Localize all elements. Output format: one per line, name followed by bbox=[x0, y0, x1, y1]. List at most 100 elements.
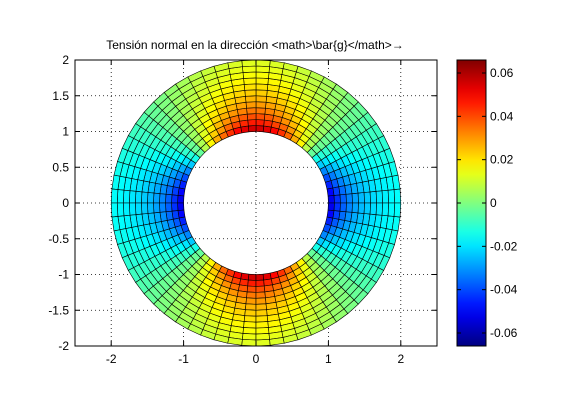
colorbar-tick-label: 0.04 bbox=[490, 109, 514, 123]
field-patch bbox=[243, 77, 257, 85]
field-patch bbox=[128, 190, 137, 204]
field-patch bbox=[387, 202, 396, 217]
field-patch bbox=[110, 188, 119, 204]
field-patch bbox=[363, 191, 371, 204]
field-patch bbox=[393, 202, 402, 218]
field-patch bbox=[387, 189, 396, 204]
y-tick-label: -1.5 bbox=[48, 303, 69, 317]
field-patch bbox=[255, 315, 269, 323]
y-tick-label: 0 bbox=[62, 196, 69, 210]
field-patch bbox=[243, 315, 257, 323]
field-patch bbox=[255, 95, 267, 103]
field-patch bbox=[171, 194, 179, 204]
field-patch bbox=[245, 101, 257, 109]
field-patch bbox=[381, 189, 390, 204]
stress-field-patches bbox=[110, 59, 402, 347]
field-patch bbox=[159, 193, 167, 204]
field-patch bbox=[242, 327, 257, 335]
y-tick-label: 1 bbox=[62, 125, 69, 139]
field-patch bbox=[244, 89, 257, 97]
field-patch bbox=[135, 202, 143, 216]
x-tick-label: 1 bbox=[325, 352, 332, 366]
field-patch bbox=[369, 190, 377, 204]
x-tick-label: -1 bbox=[178, 352, 189, 366]
field-patch bbox=[244, 309, 257, 317]
field-patch bbox=[357, 192, 365, 204]
field-patch bbox=[246, 113, 257, 121]
field-patch bbox=[122, 202, 131, 217]
field-patch bbox=[339, 193, 347, 204]
field-patch bbox=[247, 125, 257, 133]
colorbar-tick-label: 0 bbox=[490, 196, 497, 210]
field-patch bbox=[345, 202, 353, 213]
colorbar-tick-label: -0.06 bbox=[490, 326, 518, 340]
field-patch bbox=[141, 191, 149, 204]
colorbar-tick-label: 0.06 bbox=[490, 66, 514, 80]
field-patch bbox=[255, 309, 268, 317]
field-patch bbox=[381, 202, 390, 217]
field-patch bbox=[255, 65, 270, 73]
field-patch bbox=[255, 291, 266, 299]
field-patch bbox=[255, 273, 265, 281]
field-patch bbox=[245, 297, 257, 305]
field-patch bbox=[255, 83, 269, 91]
field-patch bbox=[159, 202, 167, 213]
field-patch bbox=[116, 202, 125, 217]
field-patch bbox=[255, 59, 271, 67]
y-tick-label: -1 bbox=[58, 268, 69, 282]
field-patch bbox=[255, 339, 271, 347]
colorbar-scale bbox=[456, 59, 487, 347]
field-patch bbox=[255, 71, 270, 79]
field-patch bbox=[153, 202, 161, 214]
field-patch bbox=[177, 195, 185, 204]
field-patch bbox=[351, 202, 359, 214]
y-tick-label: 1.5 bbox=[52, 89, 69, 103]
y-tick-label: 2 bbox=[62, 53, 69, 67]
field-patch bbox=[128, 202, 137, 216]
field-patch bbox=[255, 89, 268, 97]
field-patch bbox=[241, 59, 257, 67]
field-patch bbox=[255, 321, 269, 329]
field-patch bbox=[255, 101, 267, 109]
field-patch bbox=[333, 202, 341, 212]
field-patch bbox=[327, 202, 335, 211]
field-patch bbox=[247, 279, 257, 287]
field-patch bbox=[246, 291, 257, 299]
field-patch bbox=[255, 119, 265, 127]
field-patch bbox=[369, 202, 377, 216]
field-patch bbox=[247, 119, 257, 127]
y-tick-label: -0.5 bbox=[48, 232, 69, 246]
colorbar-tick-label: -0.02 bbox=[490, 239, 518, 253]
field-patch bbox=[255, 77, 269, 85]
field-patch bbox=[357, 202, 365, 214]
colorbar-ticks: 0.06 0.04 0.02 0 -0.02 -0.04 -0.06 bbox=[457, 66, 518, 340]
field-patch bbox=[327, 195, 335, 204]
field-patch bbox=[375, 190, 384, 204]
field-patch bbox=[255, 333, 270, 341]
x-tick-label: 0 bbox=[253, 352, 260, 366]
axis-ticks: -2 -1 0 1 2 -2 -1.5 -1 -0.5 0 0.5 1 1.5 2 bbox=[48, 53, 437, 366]
field-patch bbox=[255, 113, 266, 121]
field-patch bbox=[245, 95, 257, 103]
field-patch bbox=[255, 327, 270, 335]
field-patch bbox=[345, 193, 353, 204]
field-patch bbox=[141, 202, 149, 215]
chart-title: Tensión normal en la dirección <math>\ba… bbox=[106, 38, 404, 52]
field-patch bbox=[116, 189, 125, 204]
field-patch bbox=[243, 321, 257, 329]
field-patch bbox=[165, 193, 173, 204]
field-patch bbox=[177, 202, 185, 211]
field-patch bbox=[242, 333, 257, 341]
field-patch bbox=[165, 202, 173, 213]
field-patch bbox=[135, 190, 143, 204]
field-patch bbox=[255, 297, 267, 305]
plot-frame bbox=[74, 59, 438, 347]
field-patch bbox=[255, 285, 266, 293]
field-patch bbox=[255, 279, 265, 287]
field-patch bbox=[122, 189, 131, 204]
field-patch bbox=[243, 83, 257, 91]
field-patch bbox=[363, 202, 371, 215]
field-patch bbox=[241, 339, 257, 347]
field-patch bbox=[339, 202, 347, 213]
